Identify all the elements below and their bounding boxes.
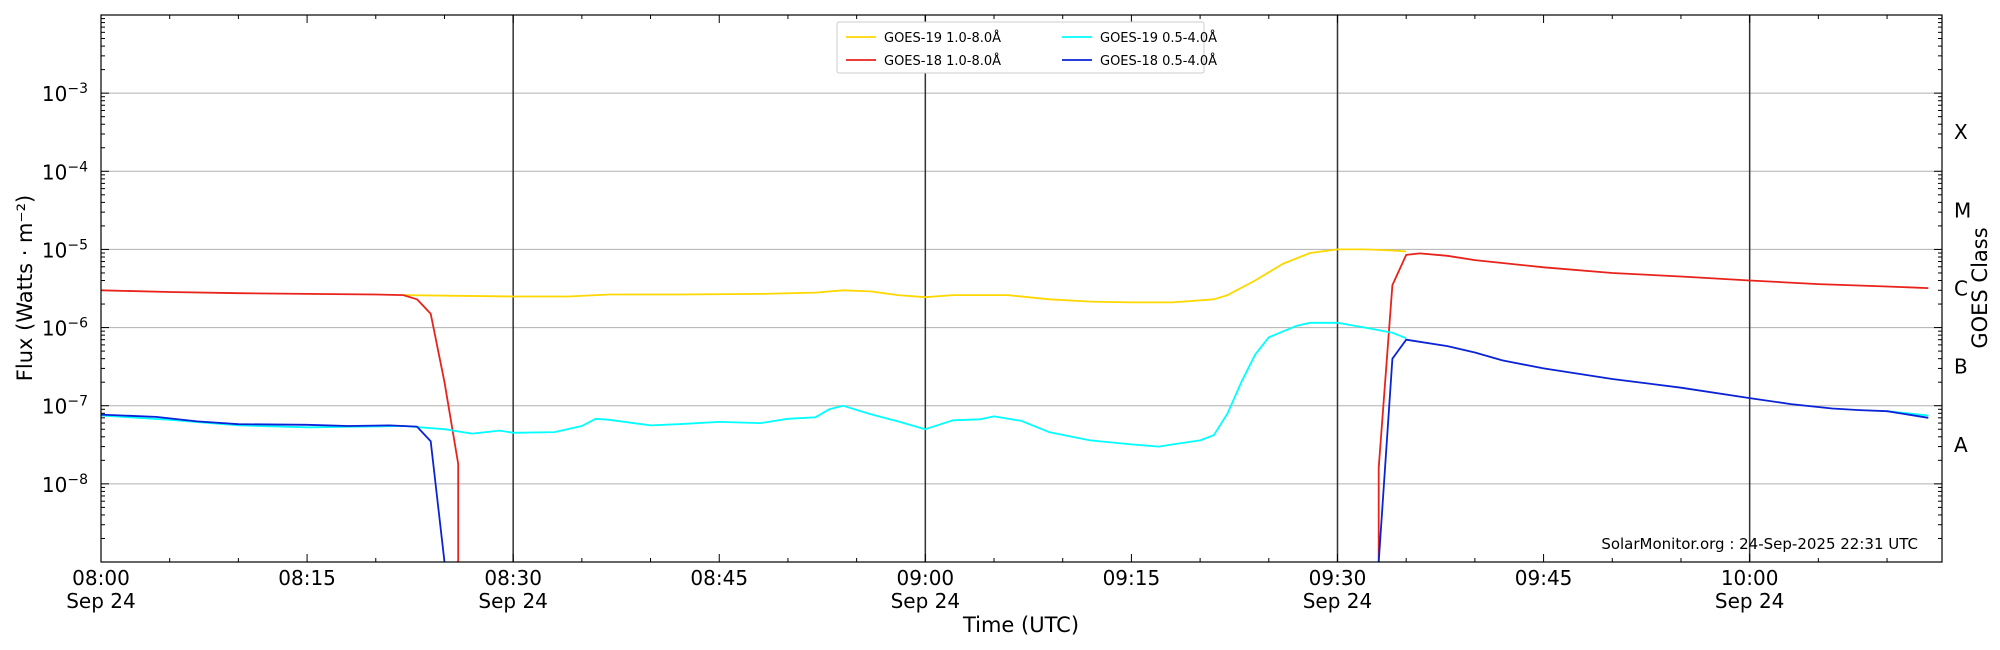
y-tick-labels: 10−8 10−7 10−6 10−5 10−4 10−3 — [42, 81, 88, 497]
goes-class-C: C — [1954, 277, 1968, 301]
y-tick-label-5: 10−3 — [42, 81, 88, 106]
series-line-3-0 — [100, 413, 446, 563]
legend-label-0: GOES-19 1.0-8.0Å — [884, 30, 1001, 46]
x-tick-label-1: 08:15 — [278, 566, 336, 590]
y2-axis-label: GOES Class — [1968, 227, 1992, 348]
legend-label-1: GOES-18 1.0-8.0Å — [884, 53, 1001, 69]
day-separator-lines — [512, 15, 1751, 562]
goes-class-X: X — [1954, 120, 1968, 144]
goes-class-A: A — [1954, 433, 1968, 457]
legend-box — [836, 21, 1205, 74]
x-tick-date-8: Sep 24 — [1715, 589, 1785, 613]
plot-frame — [100, 14, 1943, 563]
x-tick-label-6: 09:30 — [1309, 566, 1367, 590]
x-tick-label-4: 09:00 — [897, 566, 955, 590]
x-tick-label-7: 09:45 — [1515, 566, 1573, 590]
grid-lines — [101, 92, 1942, 485]
goes-class-M: M — [1954, 198, 1971, 222]
x-tick-label-3: 08:45 — [690, 566, 748, 590]
x-tick-label-8: 10:00 — [1721, 566, 1779, 590]
legend-label-2: GOES-19 0.5-4.0Å — [1100, 30, 1217, 46]
x-tick-date-0: Sep 24 — [66, 589, 136, 613]
plot-series — [100, 248, 1929, 563]
x-tick-label-0: 08:00 — [72, 566, 130, 590]
x-axis-label: Time (UTC) — [962, 613, 1079, 637]
legend: GOES-19 1.0-8.0Å GOES-19 0.5-4.0Å GOES-18 … — [836, 21, 1217, 74]
x-tick-label-2: 08:30 — [484, 566, 542, 590]
y-axis-label: Flux (Watts · m⁻²) — [13, 195, 37, 381]
series-line-0-0 — [403, 248, 1407, 304]
y-tick-label-4: 10−4 — [42, 159, 88, 184]
x-tick-date-6: Sep 24 — [1303, 589, 1373, 613]
y-tick-label-1: 10−7 — [42, 394, 88, 419]
series-line-2-0 — [100, 321, 1407, 448]
source-annotation: SolarMonitor.org : 24-Sep-2025 22:31 UTC — [1601, 535, 1918, 553]
y-tick-label-2: 10−6 — [42, 316, 88, 341]
goes-class-labels: A B C M X — [1954, 120, 1971, 457]
series-line-3-1 — [1377, 338, 1929, 563]
series-line-1-0 — [100, 289, 460, 562]
y-tick-label-0: 10−8 — [42, 472, 88, 497]
goes-class-B: B — [1954, 355, 1968, 379]
series-line-1-1 — [1377, 252, 1929, 562]
legend-label-3: GOES-18 0.5-4.0Å — [1100, 53, 1217, 69]
y-tick-label-3: 10−5 — [42, 237, 88, 262]
x-tick-label-5: 09:15 — [1103, 566, 1161, 590]
x-tick-date-2: Sep 24 — [478, 589, 548, 613]
x-tick-date-4: Sep 24 — [891, 589, 961, 613]
